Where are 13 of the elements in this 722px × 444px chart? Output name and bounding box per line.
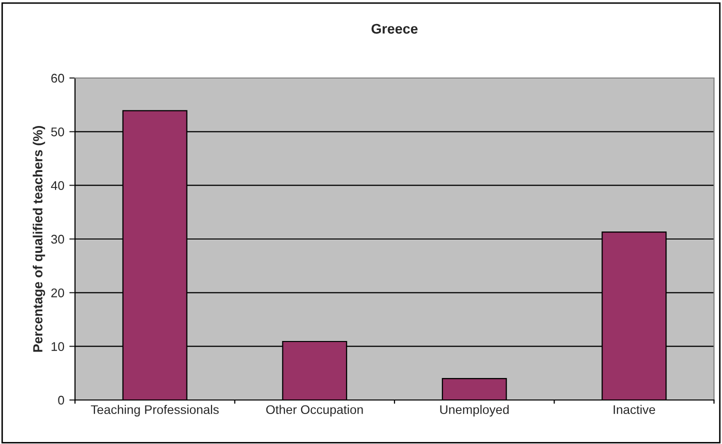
- x-tick-label: Teaching Professionals: [90, 404, 219, 417]
- y-tick-label: 50: [51, 127, 64, 136]
- y-tick-label: 30: [51, 234, 64, 244]
- y-tick-label: 60: [51, 74, 64, 83]
- x-tick-label: Other Occupation: [266, 404, 363, 417]
- chart-title: Greece: [372, 24, 418, 34]
- x-tick-label: Unemployed: [440, 404, 509, 417]
- x-tick-label: Inactive: [614, 404, 656, 414]
- y-tick-label: 40: [50, 181, 64, 190]
- y-tick-label: 20: [51, 288, 64, 298]
- y-axis-title: Percentage of qualified teachers (%): [32, 126, 46, 352]
- y-tick-label: 0: [58, 396, 64, 405]
- y-tick-label: 10: [52, 342, 64, 351]
